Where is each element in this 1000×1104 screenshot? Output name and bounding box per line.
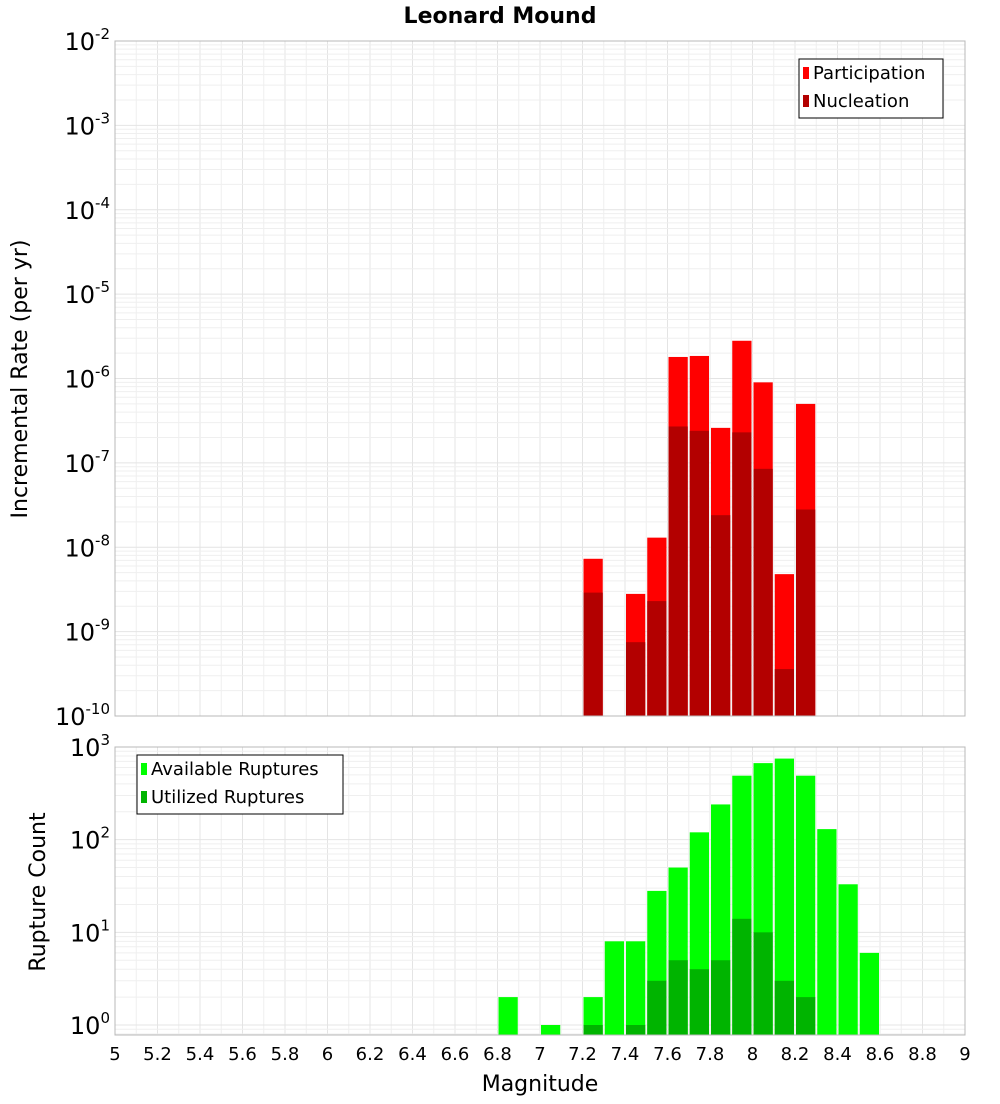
count-y-tick-label: 101 [70,916,110,947]
count-bar-utilized-ruptures [796,997,816,1035]
rate-y-tick-label: 10-6 [64,363,110,394]
rate-y-tick-label: 10-5 [64,278,110,309]
rate-bar-nucleation [711,515,731,716]
count-legend-swatch [141,791,147,803]
rate-bar-nucleation [647,601,667,716]
rate-y-tick-label: 10-3 [64,109,110,140]
x-tick-label: 9 [959,1044,970,1065]
bottom-y-axis-label: Rupture Count [26,812,51,972]
x-tick-label: 8.2 [781,1044,810,1065]
rate-legend [798,58,944,119]
count-bar-available-ruptures [796,775,816,1035]
x-tick-label: 8.6 [866,1044,895,1065]
count-bar-available-ruptures [817,829,837,1035]
count-bar-utilized-ruptures [753,932,773,1035]
x-tick-label: 7 [534,1044,545,1065]
count-bar-utilized-ruptures [647,980,667,1035]
rate-bar-nucleation [796,509,816,716]
count-bar-utilized-ruptures [732,918,752,1035]
count-y-tick-label: 103 [70,731,110,762]
rate-legend-swatch [803,67,809,79]
x-tick-label: 8 [747,1044,758,1065]
rate-bar-nucleation [689,430,709,716]
count-legend-label: Available Ruptures [151,759,319,780]
count-bar-available-ruptures [498,997,518,1035]
count-plot-frame [114,746,966,1036]
x-tick-label: 5.2 [143,1044,172,1065]
count-bar-available-ruptures [774,758,794,1035]
rate-y-tick-label: 10-8 [64,531,110,562]
top-y-axis-label: Incremental Rate (per yr) [8,240,33,519]
rate-y-tick-label: 10-10 [55,700,110,731]
rate-y-tick-label: 10-2 [64,25,110,56]
rate-bar-nucleation [626,642,646,716]
rate-y-tick-label: 10-4 [64,194,110,225]
count-legend [136,754,344,815]
x-tick-label: 8.8 [908,1044,937,1065]
x-tick-label: 6.6 [441,1044,470,1065]
count-bar-utilized-ruptures [774,980,794,1035]
x-tick-label: 6.2 [356,1044,385,1065]
count-bar-utilized-ruptures [626,1025,646,1035]
rate-bar-nucleation [732,432,752,716]
x-tick-label: 5.6 [228,1044,257,1065]
x-tick-label: 7.2 [568,1044,597,1065]
rate-legend-label: Participation [813,63,925,84]
x-tick-label: 8.4 [823,1044,852,1065]
count-y-tick-label: 102 [70,824,110,855]
x-tick-label: 7.6 [653,1044,682,1065]
count-panel: 100 101 102 103 5 5.2 5.4 5.6 5.8 6 6.2 6.4 6.6 6.8 7 7… [70,731,971,1065]
rate-legend-swatch [803,95,809,107]
count-bar-utilized-ruptures [668,960,688,1035]
rate-legend-label: Nucleation [813,91,909,112]
count-bar-utilized-ruptures [711,960,731,1035]
rate-plot-frame [114,40,966,717]
count-bar-utilized-ruptures [689,969,709,1035]
x-tick-label: 5.8 [271,1044,300,1065]
x-tick-label: 6 [322,1044,333,1065]
rate-bar-nucleation [753,468,773,716]
count-legend-swatch [141,763,147,775]
x-tick-label: 6.4 [398,1044,427,1065]
rate-y-tick-label: 10-7 [64,447,110,478]
x-axis-label: Magnitude [482,1072,599,1097]
chart-title: Leonard Mound [404,4,597,29]
count-bar-available-ruptures [838,884,858,1035]
count-bar-available-ruptures [626,941,646,1035]
x-tick-label: 5.4 [186,1044,215,1065]
x-tick-label: 5 [109,1044,120,1065]
count-y-tick-label: 100 [70,1009,110,1040]
rate-bar-nucleation [583,592,603,716]
count-bar-available-ruptures [604,941,624,1035]
rate-y-tick-label: 10-9 [64,616,110,647]
x-tick-label: 7.4 [611,1044,640,1065]
count-legend-label: Utilized Ruptures [151,787,304,808]
x-tick-label: 6.8 [483,1044,512,1065]
x-tick-label: 7.8 [696,1044,725,1065]
count-bar-available-ruptures [541,1025,561,1035]
count-bar-utilized-ruptures [583,1025,603,1035]
rate-bar-nucleation [774,669,794,716]
count-bar-available-ruptures [859,952,879,1035]
rate-bar-nucleation [668,426,688,716]
rate-panel: 10-10 10-9 10-8 10-7 10-6 10-5 10-4 10-3 10-2 Par… [55,25,966,731]
